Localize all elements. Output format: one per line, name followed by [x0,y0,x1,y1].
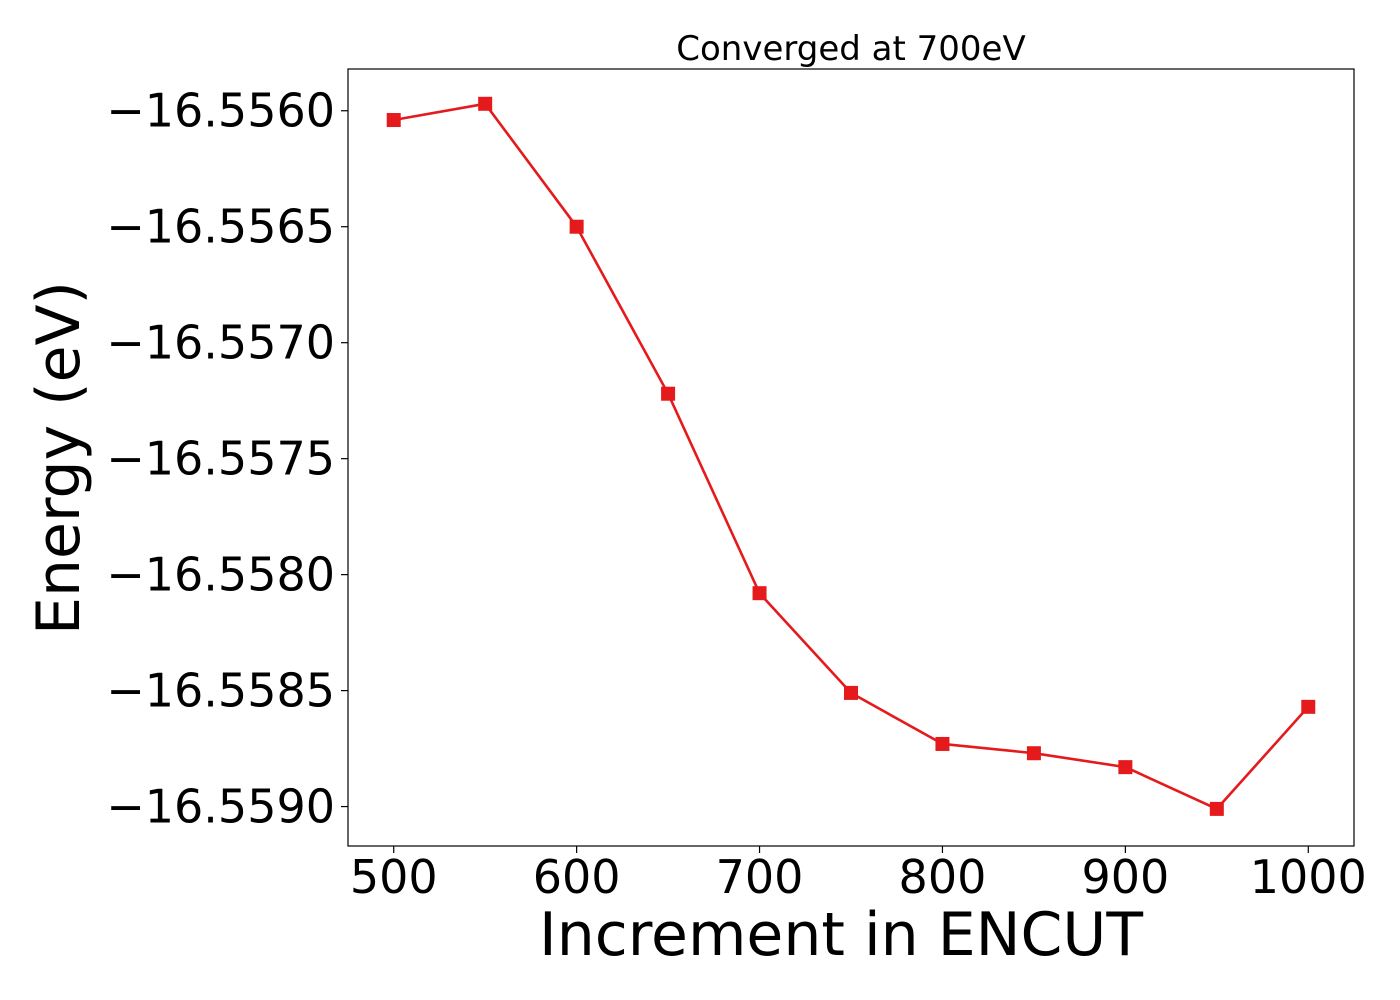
data-point [935,736,950,751]
x-axis-ticks: 500 600 700 800 900 1000 [350,846,1367,904]
y-tick-label: −16.5585 [106,664,335,718]
y-tick-label: −16.5565 [106,200,335,254]
data-point [569,219,584,234]
plot-area-frame [347,68,1355,847]
data-point [1301,699,1316,714]
y-tick-label: −16.5590 [106,780,335,834]
plot-markers [386,96,1316,816]
data-point [1118,760,1133,775]
y-tick-label: −16.5560 [106,84,335,138]
y-tick-label: −16.5575 [106,432,335,486]
y-axis-ticks: −16.5560 −16.5565 −16.5570 −16.5575 −16.5580… [106,84,348,834]
data-point [752,586,767,601]
chart-title: Converged at 700eV [676,29,1025,69]
y-tick-label: −16.5570 [106,316,335,370]
x-tick-label: 1000 [1250,850,1367,904]
x-tick-label: 900 [1081,850,1169,904]
data-point [478,96,493,111]
data-point [386,113,401,128]
data-point [1209,801,1224,816]
x-tick-label: 600 [533,850,621,904]
data-point [661,386,676,401]
data-point [1026,746,1041,761]
x-tick-label: 800 [899,850,987,904]
x-tick-label: 700 [716,850,804,904]
data-point [844,685,858,700]
x-axis-label: Increment in ENCUT [539,900,1143,970]
y-tick-label: −16.5580 [106,548,335,602]
y-axis-label: Energy (eV) [24,281,94,635]
x-tick-label: 500 [350,850,438,904]
